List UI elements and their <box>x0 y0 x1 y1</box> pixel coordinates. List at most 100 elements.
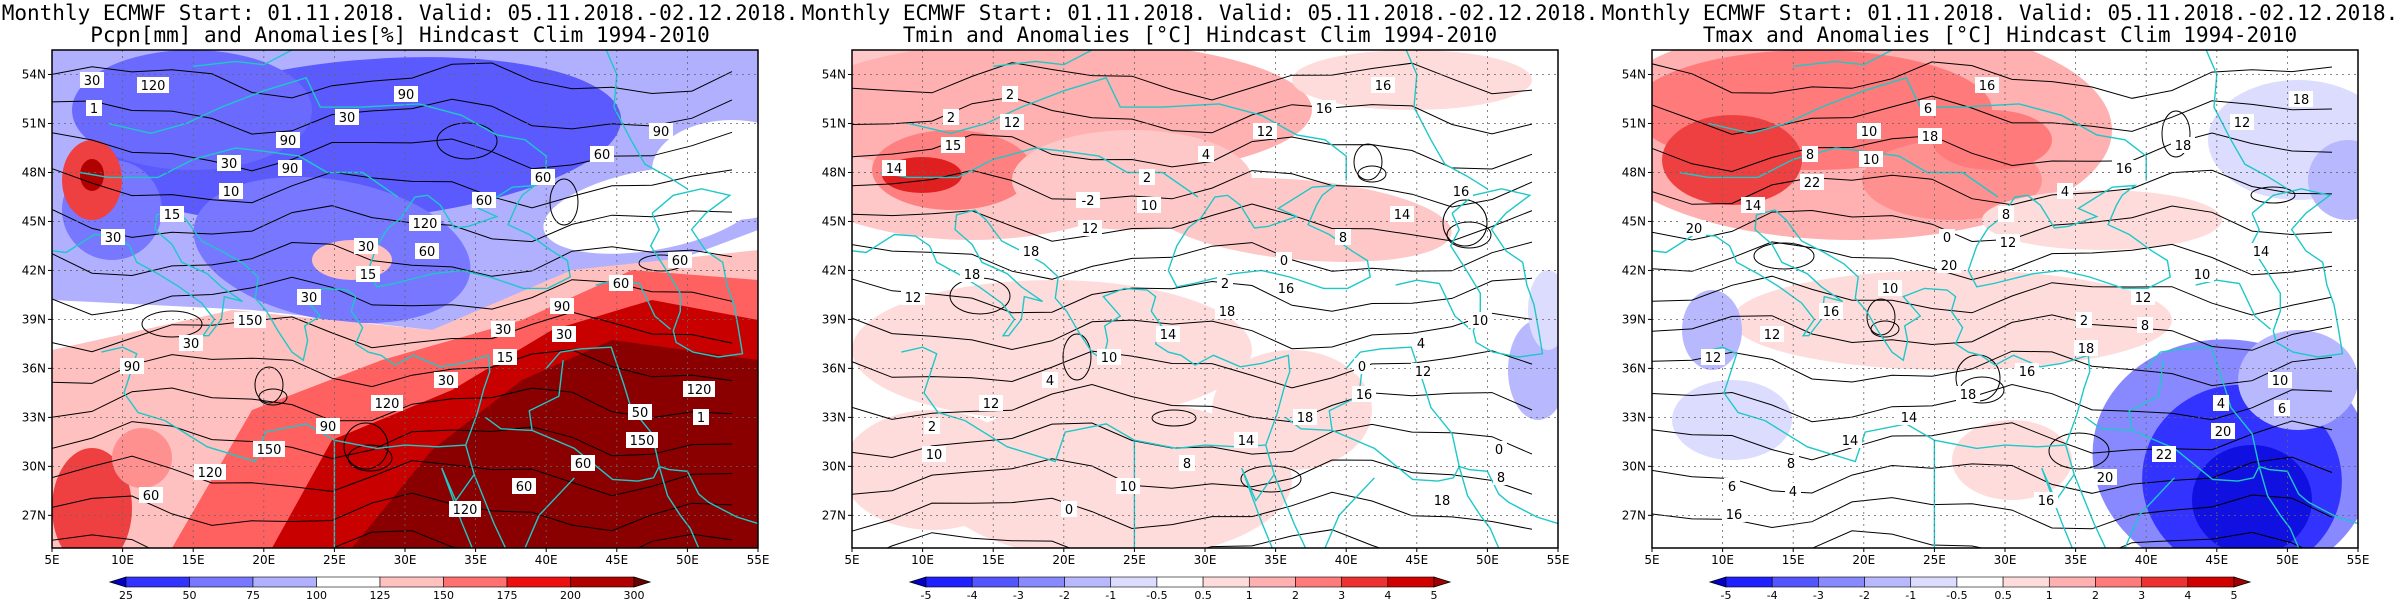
contour-label: 10 <box>1882 282 1899 297</box>
contour-label-bg <box>1042 372 1058 388</box>
contour-label: 30 <box>183 337 200 352</box>
panel-tmin: Monthly ECMWF Start: 01.11.2018. Valid: … <box>800 0 1600 600</box>
contour-label-bg <box>371 395 403 411</box>
colorbar-label: 4 <box>1384 589 1391 600</box>
contour-label: 15 <box>360 268 377 283</box>
contour-label-bg <box>628 404 652 420</box>
colorbar: 25 50 75 100 125 150 175 200 300 <box>108 576 652 600</box>
contour-label-bg <box>1139 169 1155 185</box>
colorbar: -5 -4 -3 -2 -1 -0.5 0.5 1 2 3 4 5 <box>1708 576 2252 600</box>
contour-label: 15 <box>164 208 181 223</box>
contour-label: 8 <box>2141 319 2149 334</box>
contour-label-bg <box>1411 363 1435 379</box>
lat-tick-label: 51N <box>1622 116 1646 130</box>
contour-label-bg <box>1682 220 1706 236</box>
contour-label: 10 <box>2272 374 2289 389</box>
lat-tick-label: 39N <box>22 312 46 326</box>
lon-tick-label: 10E <box>111 553 134 567</box>
contour-label-bg <box>2015 363 2039 379</box>
contour-label-bg <box>194 464 226 480</box>
contour-label-bg <box>2171 137 2195 153</box>
lat-tick-label: 36N <box>1622 361 1646 375</box>
contour-label: 10 <box>1863 153 1880 168</box>
contour-label-bg <box>120 358 144 374</box>
contour-label: 90 <box>124 360 141 375</box>
panel-title-line2: Tmin and Anomalies [°C] Hindcast Clim 19… <box>902 23 1498 47</box>
contour-label: 8 <box>2002 208 2010 223</box>
contour-label: 14 <box>1901 411 1918 426</box>
contour-label: 22 <box>2156 448 2173 463</box>
contour-label-bg <box>550 298 574 314</box>
contour-label: 10 <box>223 185 240 200</box>
contour-label: 30 <box>438 374 455 389</box>
contour-label-bg <box>219 183 243 199</box>
contour-label-bg <box>941 137 965 153</box>
lon-tick-label: 40E <box>1335 553 1358 567</box>
contour-label: 60 <box>613 277 630 292</box>
lon-tick-label: 20E <box>1052 553 1075 567</box>
contour-label-bg <box>1078 220 1102 236</box>
lat-tick-label: 27N <box>22 508 46 522</box>
anomaly-field <box>852 50 1558 548</box>
contour-label-bg <box>1701 349 1725 365</box>
lat-tick-label: 48N <box>22 165 46 179</box>
tmin-map: 2-22002204204810121012141248161618101416… <box>822 49 1569 600</box>
precipitation-map: 3030303050609012090120120306060901509060… <box>22 49 769 600</box>
contour-label: 18 <box>1922 130 1939 145</box>
contour-label-bg <box>922 446 946 462</box>
contour-label-bg <box>1137 197 1161 213</box>
contour-label: 2 <box>2080 314 2088 329</box>
contour-label-bg <box>179 335 203 351</box>
contour-label-bg <box>2289 91 2313 107</box>
contour-label-bg <box>2076 312 2092 328</box>
lon-tick-label: 30E <box>394 553 417 567</box>
contour-label-bg <box>924 418 940 434</box>
lat-tick-label: 54N <box>22 67 46 81</box>
contour-label-bg <box>316 418 340 434</box>
contour-label: 90 <box>280 134 297 149</box>
panel-title-line1: Monthly ECMWF Start: 01.11.2018. Valid: … <box>1 1 799 25</box>
colorbar-label: 1 <box>2046 589 2053 600</box>
lon-tick-label: 35E <box>2064 553 2087 567</box>
contour-label: 120 <box>141 79 166 94</box>
colorbar-label: -3 <box>1013 589 1024 600</box>
lat-tick-label: 39N <box>1622 312 1646 326</box>
contour-label: 12 <box>983 397 1000 412</box>
contour-label: 60 <box>535 171 552 186</box>
contour-label: 120 <box>413 217 438 232</box>
contour-label: 16 <box>1726 508 1743 523</box>
contour-label-bg <box>649 123 673 139</box>
contour-label-bg <box>2112 160 2136 176</box>
panel-title-line2: Pcpn[mm] and Anomalies[%] Hindcast Clim … <box>90 23 710 47</box>
lat-tick-label: 45N <box>822 214 846 228</box>
contour-label: 20 <box>2097 471 2114 486</box>
contour-label-bg <box>86 100 102 116</box>
lat-tick-label: 42N <box>22 263 46 277</box>
contour-label-bg <box>1234 432 1258 448</box>
contour-label-bg <box>1741 197 1765 213</box>
contour-label-bg <box>253 441 285 457</box>
contour-label-bg <box>882 160 906 176</box>
contour-label-bg <box>512 478 536 494</box>
contour-label: 4 <box>1417 337 1425 352</box>
lon-tick-label: 55E <box>2347 553 2370 567</box>
contour-label-bg <box>2274 400 2290 416</box>
contour-label-bg <box>1724 478 1740 494</box>
contour-label-bg <box>1335 229 1351 245</box>
contour-label: 8 <box>1339 231 1347 246</box>
contour-label: 30 <box>495 323 512 338</box>
contour-label-bg <box>1430 492 1454 508</box>
lat-tick-label: 39N <box>822 312 846 326</box>
contour-label: 18 <box>2293 93 2310 108</box>
lat-tick-label: 51N <box>22 116 46 130</box>
contour-label: 8 <box>1806 148 1814 163</box>
contour-label: 18 <box>1219 305 1236 320</box>
lon-tick-label: 20E <box>252 553 275 567</box>
contour-label: 30 <box>84 74 101 89</box>
contour-label-bg <box>1878 280 1902 296</box>
contour-label: 15 <box>497 351 514 366</box>
contour-label: 0 <box>1280 254 1288 269</box>
contour-label-bg <box>415 243 439 259</box>
contour-label-bg <box>1857 123 1881 139</box>
contour-label-bg <box>2057 183 2073 199</box>
